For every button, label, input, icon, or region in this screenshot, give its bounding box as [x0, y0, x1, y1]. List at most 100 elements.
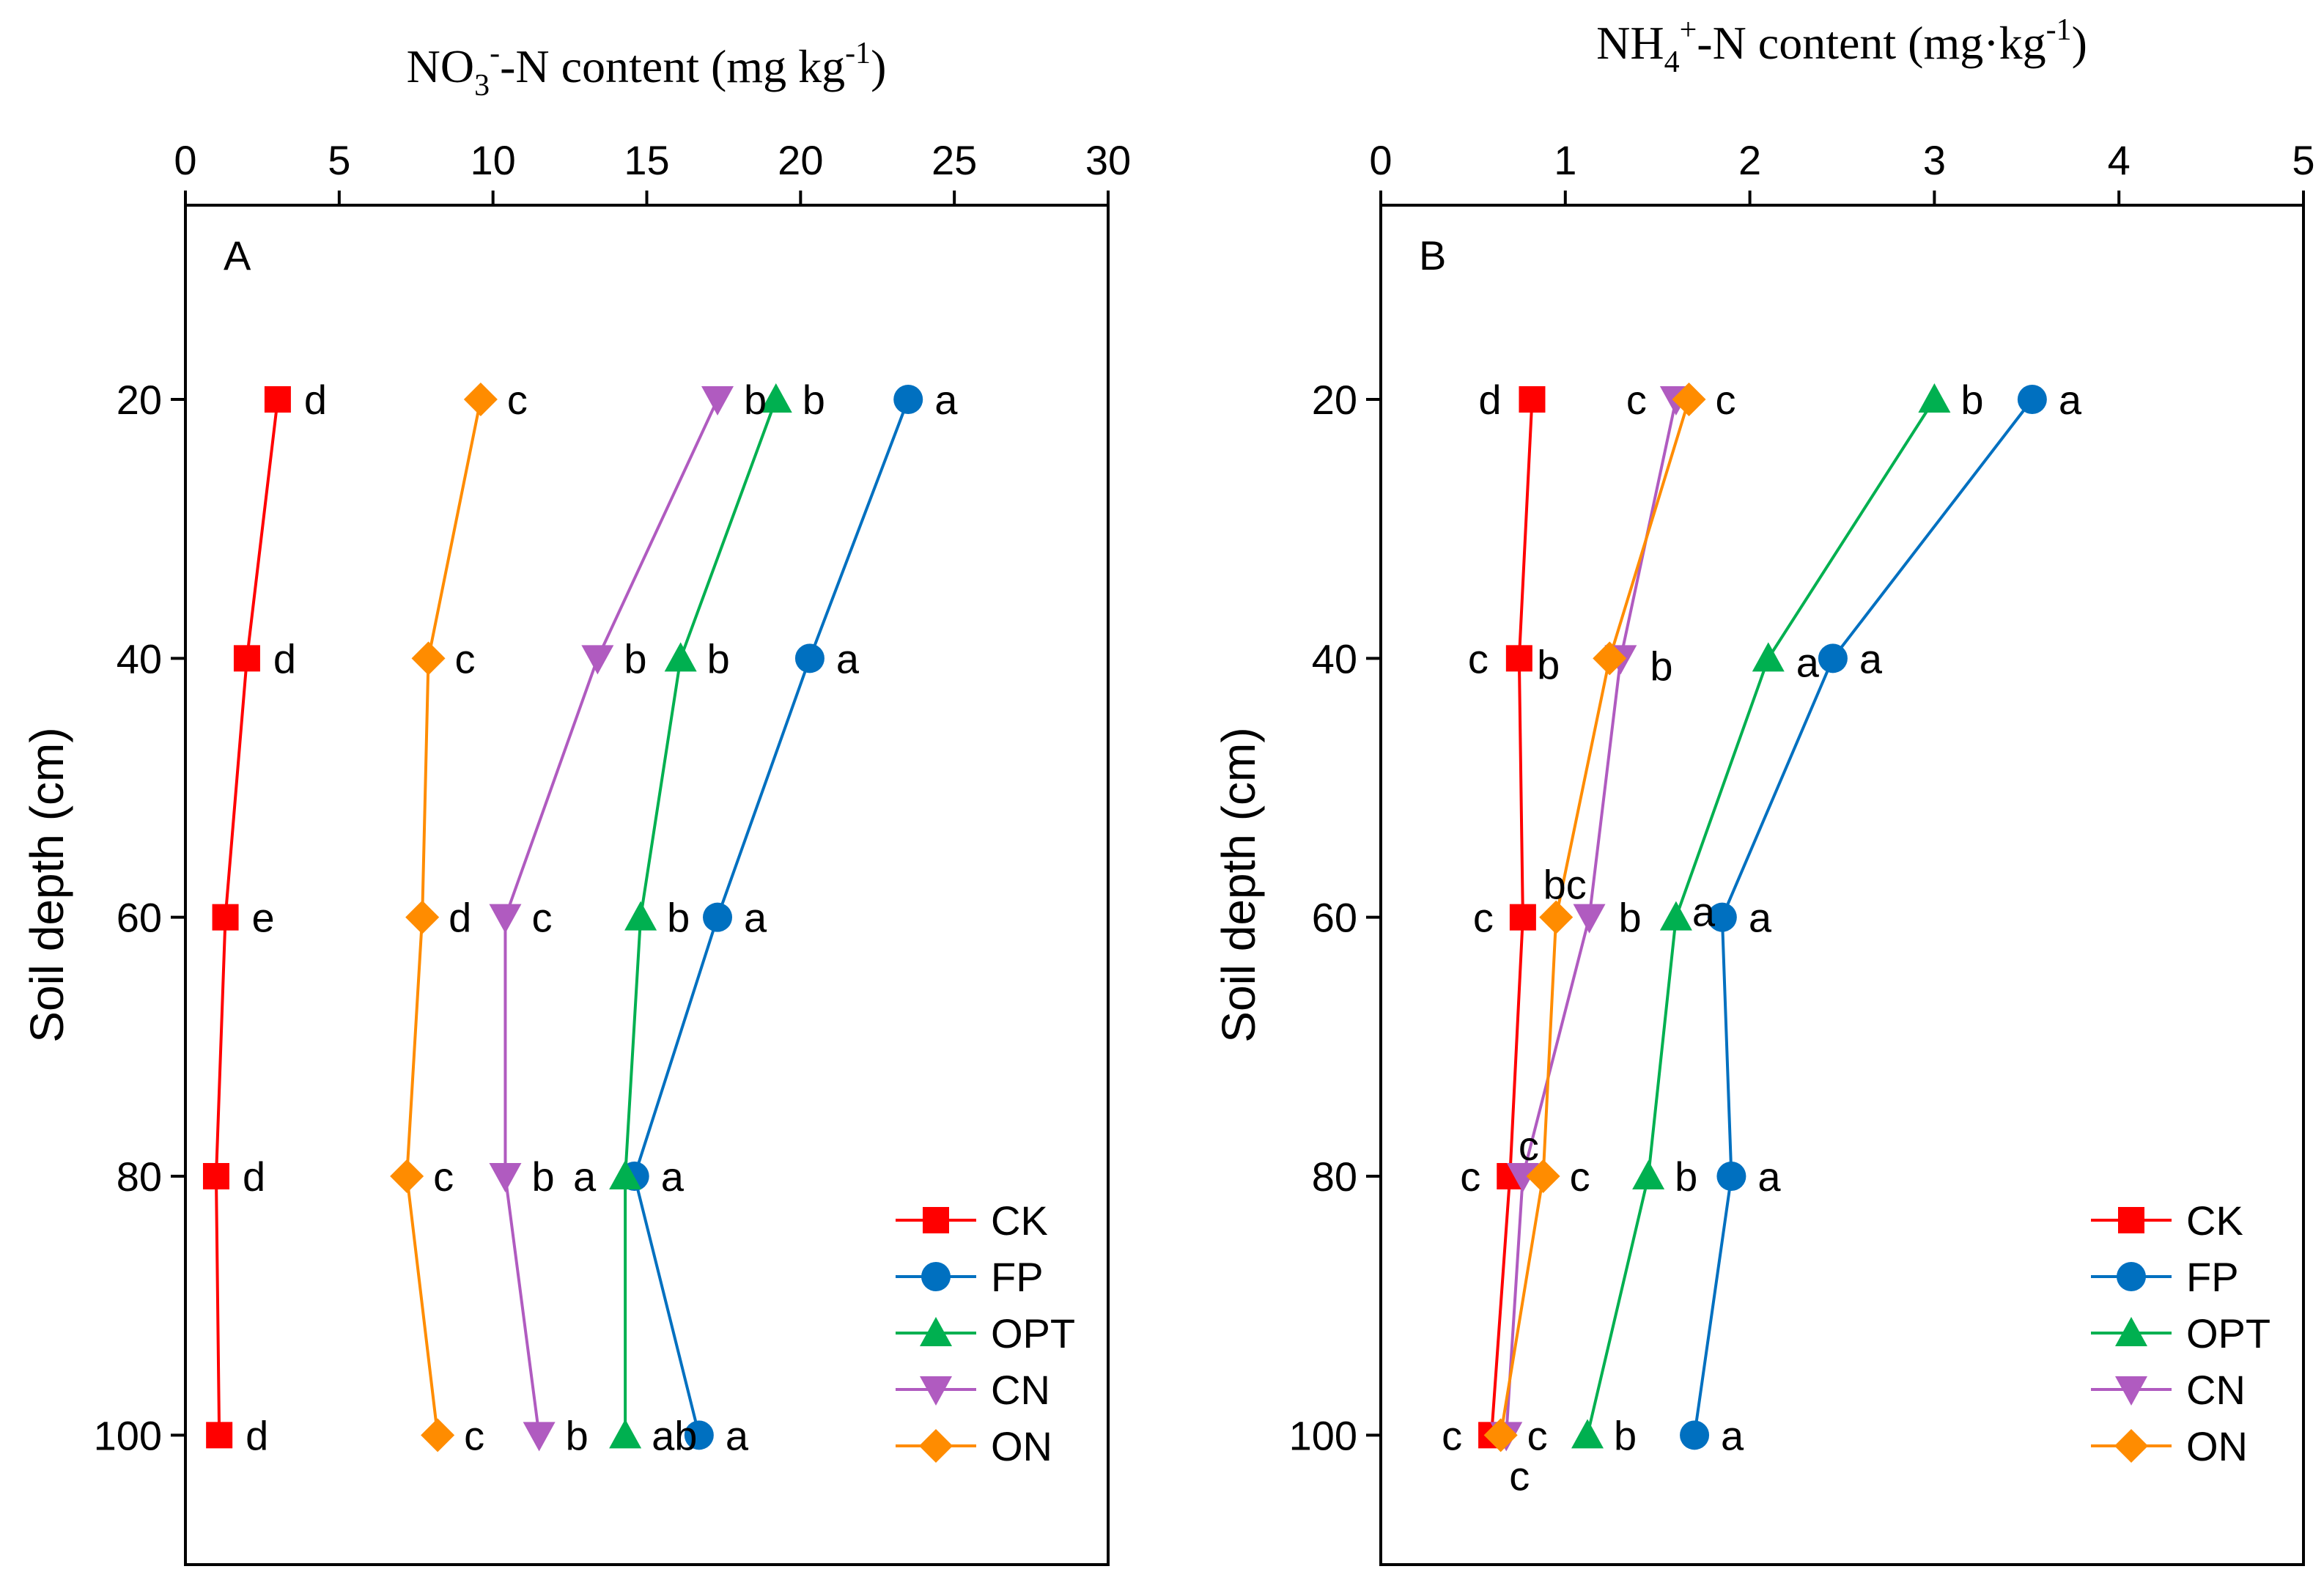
x-tick-label: 3: [1923, 137, 1946, 183]
x-tick-label: 0: [1369, 137, 1392, 183]
data-point-on: [1672, 383, 1706, 416]
data-point-on: [1593, 641, 1627, 676]
significance-label-fp: a: [836, 635, 860, 682]
data-point-ck: [1519, 386, 1546, 413]
x-tick-label: 5: [328, 137, 350, 183]
significance-label-fp: a: [2059, 377, 2082, 423]
legend-marker-ck: [923, 1207, 949, 1233]
data-point-ck: [212, 904, 239, 931]
chart-panel-b: 0 1 2 3 4 5 20 40 60 80 100 NH4+-N content (mg·kg-1…: [1212, 13, 2315, 1566]
data-point-opt: [1659, 901, 1692, 931]
significance-label-on: b: [1537, 641, 1560, 687]
x-tick-label: 2: [1738, 137, 1761, 183]
significance-label-cn: b: [1619, 895, 1642, 941]
data-point-fp: [1680, 1420, 1710, 1450]
data-point-fp: [684, 1420, 714, 1450]
data-point-fp: [794, 643, 825, 673]
data-point-cn: [701, 386, 734, 416]
data-point-opt: [609, 1160, 642, 1189]
significance-label-opt: ab: [652, 1412, 697, 1458]
significance-label-on: c: [1527, 1412, 1548, 1458]
y-tick-label: 40: [1312, 635, 1357, 682]
significance-label-opt: a: [1796, 639, 1820, 685]
x-axis-title-a: NO3--N content (mg kg-1): [407, 37, 887, 103]
x-tick-label: 30: [1085, 137, 1131, 183]
significance-label-ck: d: [304, 377, 327, 423]
significance-label-fp: a: [1749, 895, 1772, 941]
data-point-cn: [489, 904, 522, 934]
y-tick-label: 60: [1312, 895, 1357, 941]
significance-label-cn: b: [744, 377, 767, 423]
panel-label-b: B: [1419, 232, 1446, 278]
x-tick-label: 1: [1554, 137, 1576, 183]
legend-marker-cn: [2115, 1376, 2147, 1406]
significance-label-on: c: [464, 1412, 484, 1458]
series-line-fp: [1693, 398, 2034, 1436]
significance-label-ck: d: [246, 1412, 268, 1458]
x-axis-title-b: NH4+-N content (mg·kg-1): [1596, 13, 2087, 79]
significance-label-cn: b: [624, 635, 646, 682]
panel-label-a: A: [224, 232, 251, 278]
legend-label-opt: OPT: [991, 1310, 1075, 1356]
significance-label-fp: a: [726, 1412, 749, 1458]
significance-label-fp: a: [661, 1153, 685, 1200]
plot-frame-b: [1379, 204, 2305, 1566]
data-point-cn: [1506, 1163, 1539, 1192]
data-point-opt: [1752, 642, 1785, 672]
data-point-ck: [233, 645, 260, 672]
y-axis-label-b: Soil depth (cm): [1212, 727, 1265, 1042]
significance-label-opt: b: [707, 635, 730, 682]
y-tick-label: 20: [1312, 377, 1357, 423]
data-point-fp: [1818, 643, 1848, 673]
x-tick-label: 15: [624, 137, 669, 183]
x-tick-label: 4: [2108, 137, 2131, 183]
y-tick-label: 60: [117, 895, 162, 941]
data-point-on: [1483, 1418, 1518, 1452]
legend-b: CK FP OPT CN ON: [2091, 1197, 2270, 1469]
significance-label-ck: e: [252, 895, 275, 941]
significance-label-opt: a: [1692, 889, 1716, 935]
data-point-opt: [1918, 383, 1951, 413]
significance-label-cn: c: [531, 895, 552, 941]
legend-marker-fp: [921, 1262, 951, 1291]
y-tick-label: 80: [1312, 1153, 1357, 1200]
significance-label-on: c: [507, 377, 528, 423]
significance-label-on: c: [1716, 377, 1736, 423]
y-tick-label: 40: [117, 635, 162, 682]
significance-label-fp: a: [1757, 1153, 1781, 1200]
significance-label-ck: d: [273, 635, 296, 682]
legend-label-ck: CK: [991, 1197, 1048, 1244]
data-point-on: [463, 383, 498, 416]
significance-label-on: d: [449, 895, 471, 941]
x-tick-label: 0: [174, 137, 196, 183]
significance-label-cn: c: [1519, 1123, 1539, 1169]
data-point-ck: [202, 1163, 229, 1189]
significance-label-ck: c: [1468, 635, 1489, 682]
legend-label-fp: FP: [2186, 1254, 2239, 1300]
data-point-cn: [523, 1422, 556, 1452]
data-point-cn: [581, 645, 614, 675]
significance-label-ck: c: [1473, 895, 1494, 941]
x-tick-label: 25: [932, 137, 977, 183]
legend-label-on: ON: [2186, 1423, 2248, 1469]
data-point-cn: [489, 1163, 522, 1192]
legend-marker-opt: [920, 1317, 952, 1346]
significance-label-on: c: [1570, 1153, 1590, 1200]
legend-marker-on: [919, 1429, 953, 1463]
significance-label-opt: b: [1614, 1412, 1637, 1458]
significance-label-opt: b: [667, 895, 690, 941]
significance-label-on: c: [433, 1153, 454, 1200]
data-point-cn: [1573, 904, 1606, 934]
data-point-fp: [893, 385, 923, 414]
y-axis-label-a: Soil depth (cm): [21, 727, 73, 1042]
significance-label-cn: b: [1650, 643, 1672, 689]
significance-label-fp: a: [1721, 1412, 1744, 1458]
data-point-opt: [664, 642, 697, 672]
x-tick-label: 10: [471, 137, 516, 183]
legend-marker-ck: [2118, 1207, 2144, 1233]
data-point-fp: [1716, 1162, 1746, 1191]
significance-label-cn: c: [1626, 377, 1647, 423]
significance-label-ck: c: [1460, 1153, 1480, 1200]
significance-label-ck: d: [243, 1153, 265, 1200]
